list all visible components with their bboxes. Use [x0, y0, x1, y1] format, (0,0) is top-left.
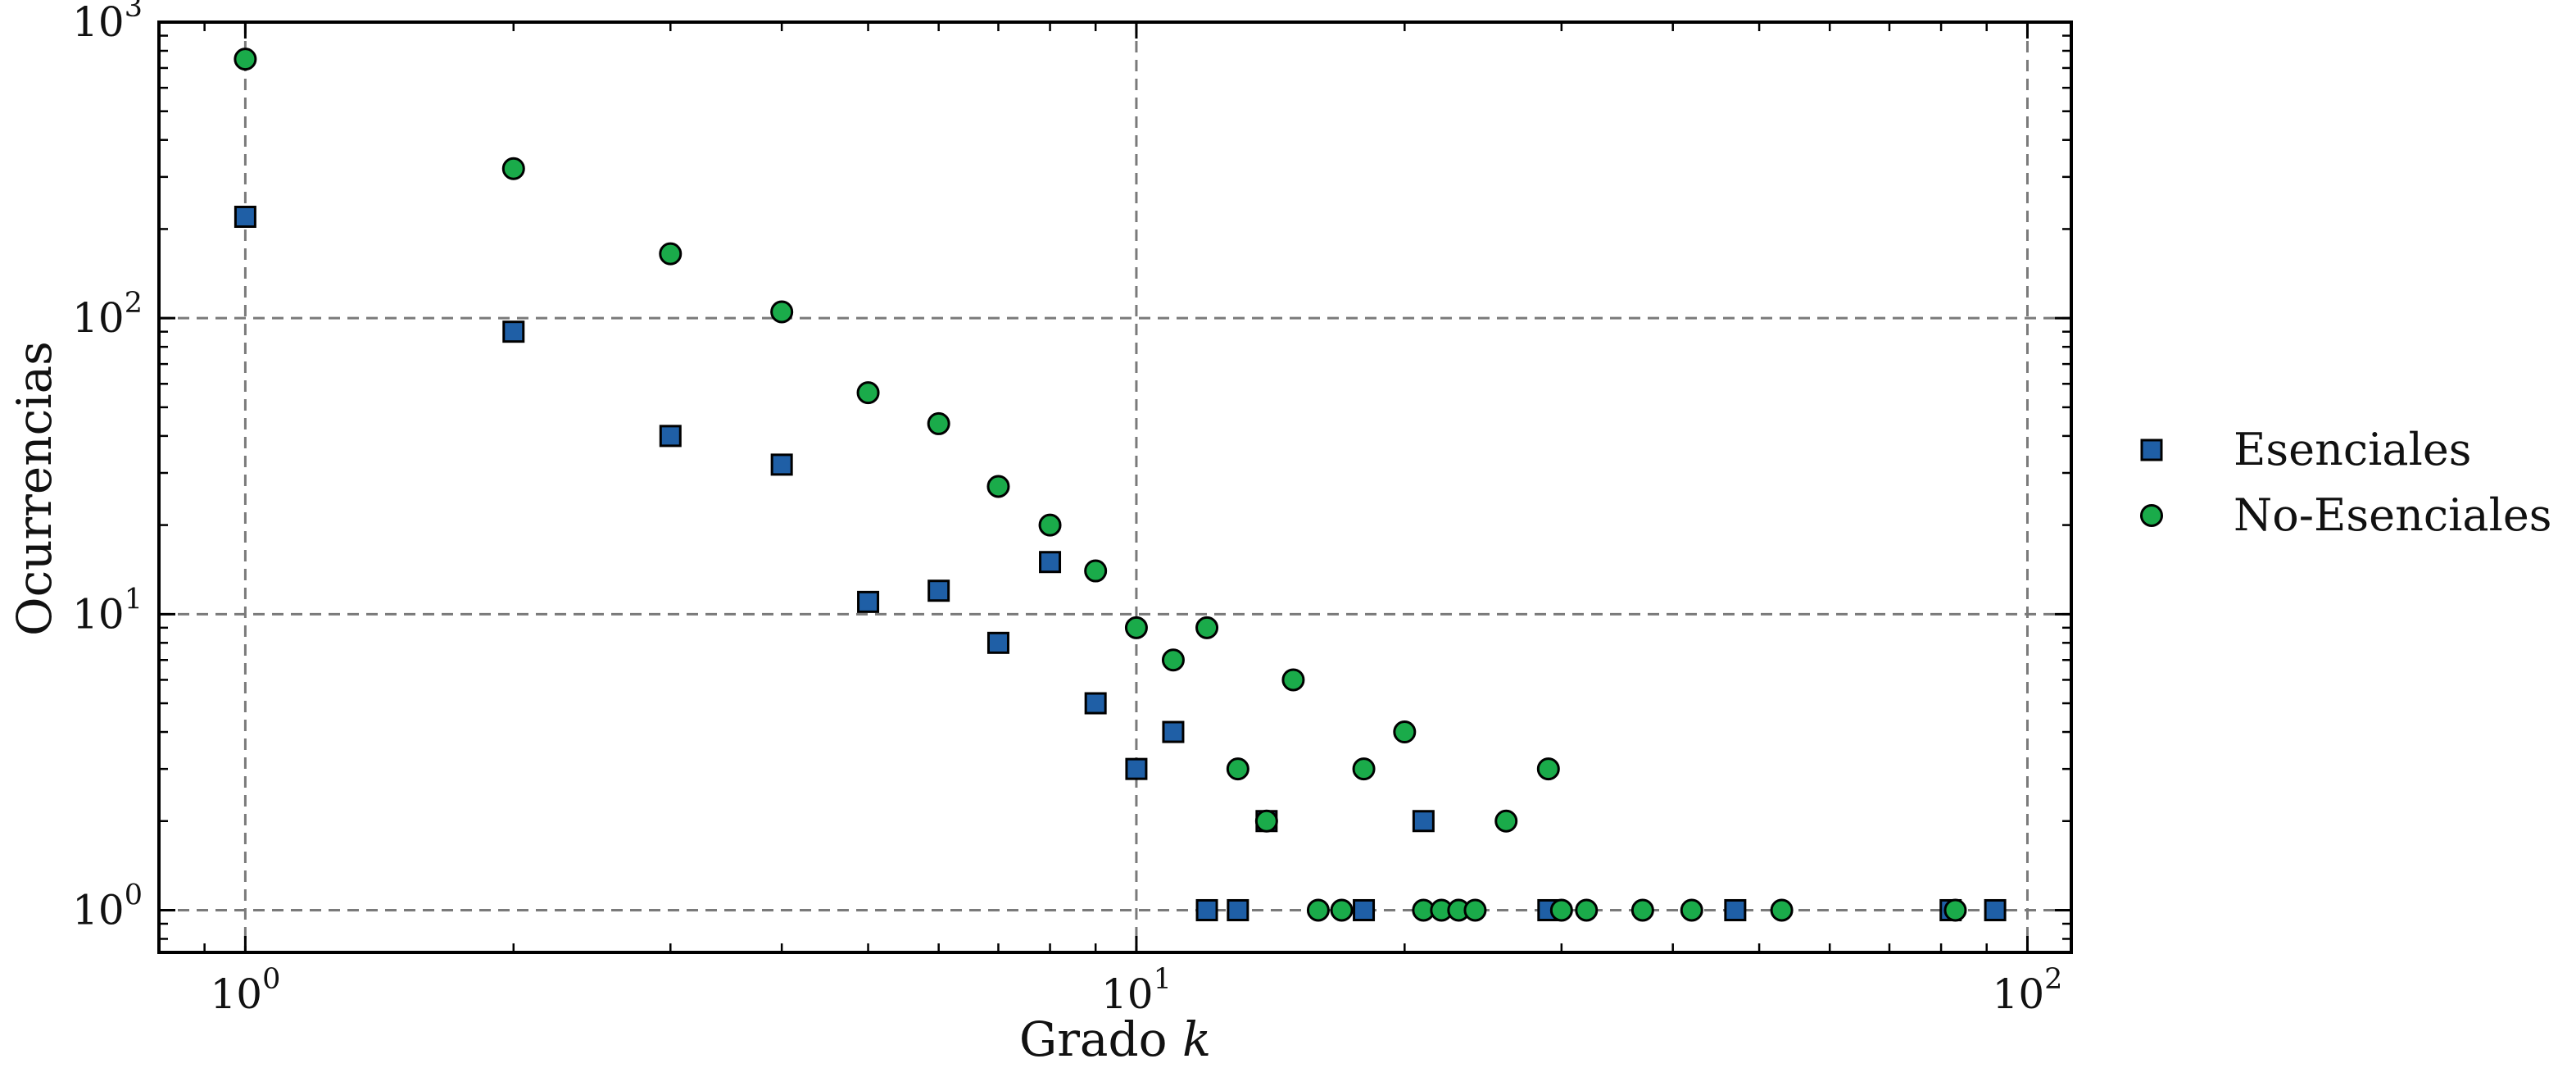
- point-no-esenciales: [1084, 559, 1108, 583]
- y-tick-base: 10: [72, 886, 125, 934]
- x-tick-base: 10: [1101, 970, 1154, 1018]
- point-esenciales: [1412, 810, 1435, 833]
- y-tick-label: 100: [72, 879, 143, 934]
- point-no-esenciales: [1536, 757, 1560, 781]
- point-no-esenciales: [1038, 513, 1062, 537]
- point-esenciales: [1195, 898, 1218, 921]
- point-no-esenciales: [770, 300, 794, 324]
- point-esenciales: [1125, 757, 1148, 780]
- point-esenciales: [659, 425, 682, 448]
- point-no-esenciales: [1463, 898, 1487, 922]
- point-no-esenciales: [1549, 898, 1573, 922]
- point-no-esenciales: [1943, 898, 1967, 922]
- point-no-esenciales: [1226, 757, 1249, 781]
- point-no-esenciales: [1630, 898, 1654, 922]
- legend: Esenciales No-Esenciales: [2140, 424, 2552, 541]
- point-esenciales: [1039, 551, 1062, 574]
- point-no-esenciales: [1575, 898, 1599, 922]
- point-esenciales: [1084, 692, 1107, 715]
- point-no-esenciales: [1770, 898, 1794, 922]
- point-esenciales: [1162, 720, 1185, 743]
- y-tick-exponent: 0: [125, 879, 143, 911]
- x-axis-label: Grado: [1019, 1011, 1168, 1067]
- x-tick-exponent: 1: [1154, 963, 1172, 996]
- y-tick-label: 102: [72, 287, 143, 342]
- legend-label-no-esenciales: No-Esenciales: [2234, 489, 2552, 541]
- point-esenciales: [502, 320, 525, 343]
- x-tick-base: 10: [210, 970, 262, 1018]
- point-esenciales: [1724, 898, 1747, 921]
- point-no-esenciales: [856, 381, 880, 405]
- point-no-esenciales: [1124, 616, 1148, 639]
- point-esenciales: [1227, 898, 1249, 921]
- x-tick-label: 102: [1993, 963, 2063, 1018]
- x-tick-label: 100: [210, 963, 280, 1018]
- x-tick-base: 10: [1993, 970, 2045, 1018]
- legend-marker-esenciales: [2140, 439, 2163, 461]
- x-axis-title: Grado k: [1019, 1011, 1211, 1067]
- y-tick-base: 10: [72, 590, 125, 638]
- point-no-esenciales: [1254, 809, 1278, 833]
- y-tick-base: 10: [72, 294, 125, 342]
- x-tick-exponent: 0: [262, 963, 280, 996]
- y-tick-label: 103: [72, 0, 143, 46]
- point-no-esenciales: [1281, 668, 1305, 692]
- point-esenciales: [770, 453, 793, 476]
- point-esenciales: [927, 579, 950, 602]
- x-tick-label: 101: [1101, 963, 1172, 1018]
- point-no-esenciales: [1330, 898, 1354, 922]
- x-tick-exponent: 2: [2044, 963, 2062, 996]
- legend-marker-no-esenciales: [2140, 504, 2163, 527]
- data-points: [234, 48, 2007, 922]
- point-no-esenciales: [986, 475, 1010, 498]
- axis-ticks: [159, 20, 2071, 952]
- x-axis-variable: k: [1182, 1011, 1211, 1067]
- point-no-esenciales: [1306, 898, 1330, 922]
- y-tick-exponent: 2: [125, 287, 143, 320]
- point-esenciales: [234, 205, 256, 228]
- point-esenciales: [986, 631, 1009, 654]
- point-no-esenciales: [659, 242, 683, 266]
- point-no-esenciales: [927, 411, 950, 435]
- point-esenciales: [1353, 898, 1376, 921]
- point-esenciales: [1984, 898, 2007, 921]
- point-no-esenciales: [1161, 648, 1185, 672]
- point-no-esenciales: [1494, 809, 1518, 833]
- y-tick-exponent: 3: [125, 0, 143, 24]
- point-no-esenciales: [1680, 898, 1703, 922]
- y-axis-title: Ocurrencias: [7, 341, 62, 636]
- point-esenciales: [857, 590, 880, 613]
- legend-label-esenciales: Esenciales: [2234, 424, 2472, 475]
- point-no-esenciales: [1352, 757, 1376, 781]
- y-tick-exponent: 1: [125, 583, 143, 616]
- y-tick-label: 101: [72, 583, 143, 638]
- point-no-esenciales: [1195, 616, 1219, 639]
- plot-frame: [157, 20, 2073, 954]
- y-tick-base: 10: [72, 0, 125, 46]
- point-no-esenciales: [501, 157, 525, 180]
- point-no-esenciales: [1393, 720, 1417, 744]
- grid-lines: [159, 20, 2071, 952]
- point-no-esenciales: [234, 48, 257, 71]
